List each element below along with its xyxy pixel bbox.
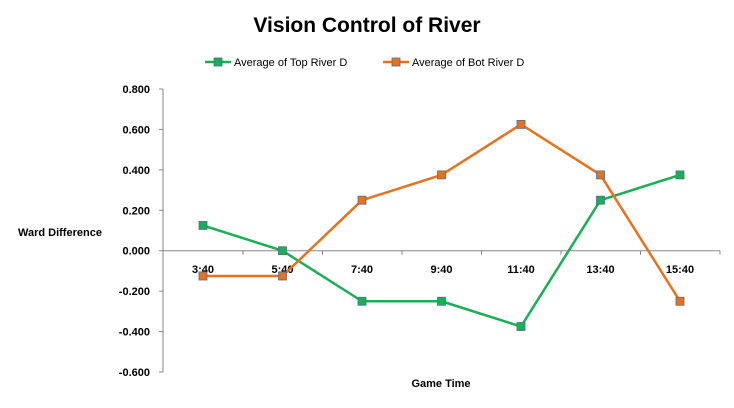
- data-point-0: [357, 296, 367, 306]
- y-tick-label: -0.400: [119, 327, 150, 339]
- legend-label-1: Average of Bot River D: [412, 57, 524, 69]
- data-point-1: [278, 271, 287, 281]
- x-axis-title: Game Time: [411, 378, 470, 390]
- x-tick-label: 13:40: [586, 264, 614, 276]
- data-point-0: [596, 195, 605, 205]
- data-point-0: [198, 221, 208, 230]
- data-point-1: [675, 296, 685, 306]
- data-point-1: [198, 271, 208, 281]
- data-point-0: [437, 296, 446, 306]
- data-point-0: [675, 170, 685, 180]
- legend-marker-1: [391, 57, 401, 67]
- data-point-1: [357, 195, 367, 205]
- y-tick-label: -0.600: [119, 367, 150, 379]
- chart-title: Vision Control of River: [253, 14, 481, 37]
- data-point-0: [278, 246, 287, 256]
- x-tick-label: 15:40: [666, 264, 694, 276]
- x-tick-label: 7:40: [351, 264, 373, 276]
- x-tick-label: 9:40: [430, 264, 452, 276]
- y-tick-label: 0.400: [122, 165, 150, 177]
- y-tick-label: 0.200: [122, 205, 150, 217]
- data-point-1: [516, 119, 526, 129]
- y-tick-label: -0.200: [119, 286, 150, 298]
- legend-label-0: Average of Top River D: [234, 57, 347, 69]
- data-point-1: [437, 170, 446, 180]
- x-tick-label: 5:40: [271, 264, 293, 276]
- legend-marker-0: [213, 57, 223, 67]
- y-tick-label: 0.600: [122, 124, 150, 136]
- data-point-1: [596, 170, 605, 180]
- data-point-0: [516, 322, 526, 331]
- y-tick-label: 0.000: [122, 246, 150, 258]
- y-tick-label: 0.800: [122, 84, 150, 96]
- y-axis-title: Ward Difference: [18, 227, 102, 239]
- x-tick-label: 11:40: [507, 264, 535, 276]
- x-tick-label: 3:40: [192, 264, 214, 276]
